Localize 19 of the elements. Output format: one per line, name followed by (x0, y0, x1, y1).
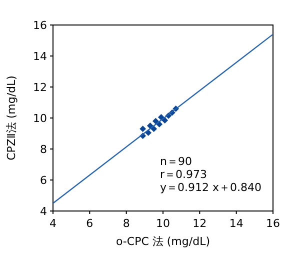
xtick: 10 (156, 217, 170, 230)
annotation: r＝0.973 (160, 168, 208, 181)
ytick: 14 (33, 50, 47, 63)
xtick: 6 (86, 217, 94, 230)
xtick: 12 (192, 217, 207, 230)
ytick: 4 (40, 205, 47, 218)
xlabel: o-CPC 法 (mg/dL) (116, 235, 210, 248)
ytick: 6 (40, 174, 47, 187)
ytick: 16 (33, 19, 47, 32)
ylabel: CPZⅡ法 (mg/dL) (5, 76, 18, 160)
ytick: 10 (33, 112, 47, 125)
annotation: y＝0.912 x＋0.840 (160, 181, 262, 194)
ytick: 8 (40, 143, 47, 156)
xtick: 8 (122, 217, 130, 230)
ytick: 12 (33, 81, 47, 94)
xtick: 16 (266, 217, 280, 230)
xtick: 4 (50, 217, 56, 230)
annotation: n＝90 (160, 155, 192, 168)
xtick: 14 (229, 217, 244, 230)
